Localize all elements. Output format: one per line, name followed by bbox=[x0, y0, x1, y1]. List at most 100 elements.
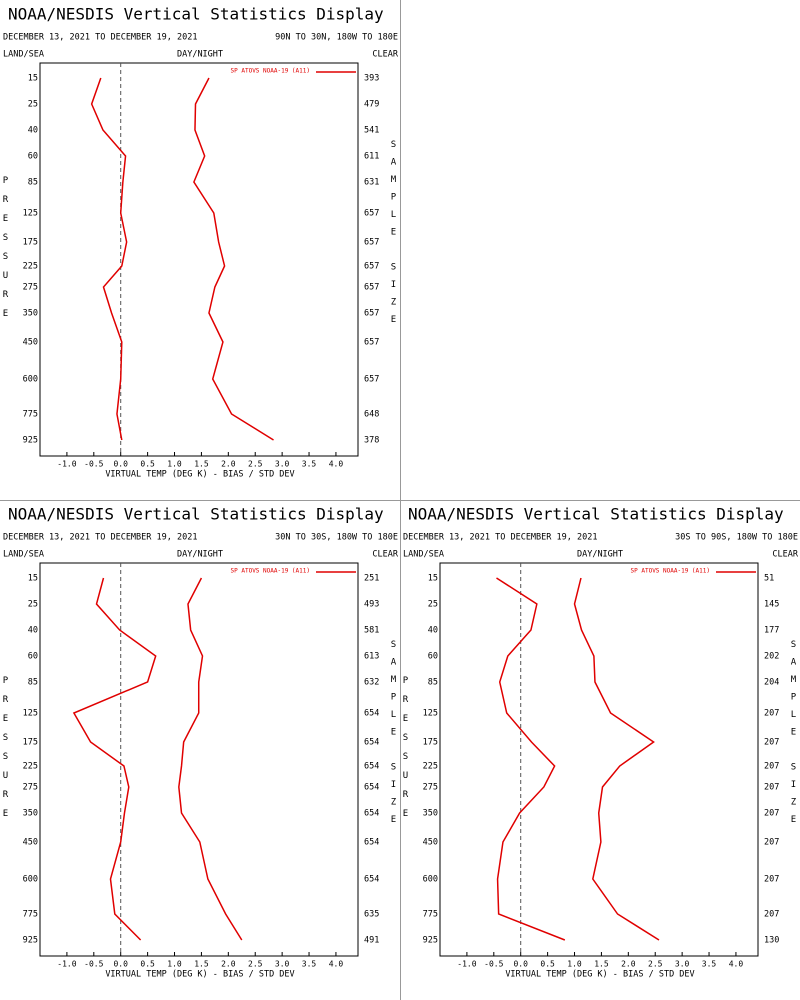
series-line bbox=[573, 577, 660, 941]
y-tick-label: 600 bbox=[23, 375, 38, 385]
sample-size: 202 bbox=[764, 652, 779, 662]
series-line bbox=[90, 77, 128, 441]
panel: NOAA/NESDIS Vertical Statistics Display D… bbox=[1, 505, 399, 980]
y-axis-label: PRESSURE bbox=[401, 676, 411, 828]
day-night-label: DAY/NIGHT bbox=[177, 550, 223, 560]
x-tick-label: 0.5 bbox=[540, 960, 555, 969]
y-tick-label: 925 bbox=[423, 936, 438, 946]
sample-size: 207 bbox=[764, 783, 779, 793]
region: 30N TO 30S, 180W TO 180E bbox=[275, 533, 398, 543]
x-tick-label: -1.0 bbox=[457, 960, 476, 969]
sample-size: 207 bbox=[764, 809, 779, 819]
land-sea-label: LAND/SEA bbox=[403, 550, 444, 560]
x-tick-label: 1.5 bbox=[594, 960, 609, 969]
x-tick-label: 2.0 bbox=[221, 460, 236, 469]
subtitle: DECEMBER 13, 2021 TO DECEMBER 19, 2021 bbox=[3, 533, 197, 543]
y-tick-label: 925 bbox=[23, 936, 38, 946]
x-tick-label: 4.0 bbox=[329, 460, 344, 469]
y-tick-label: 60 bbox=[428, 652, 438, 662]
y-tick-label: 15 bbox=[428, 574, 438, 584]
sample-size: 654 bbox=[364, 709, 379, 719]
x-tick-label: 0.0 bbox=[113, 960, 128, 969]
y-tick-label: 85 bbox=[28, 678, 38, 688]
sample-size: 204 bbox=[764, 678, 779, 688]
series-line bbox=[178, 577, 243, 941]
x-tick-label: -0.5 bbox=[484, 960, 503, 969]
y2-axis-label: SAMPLE SIZE bbox=[789, 640, 799, 833]
sample-size: 657 bbox=[364, 283, 379, 293]
y-tick-label: 125 bbox=[423, 709, 438, 719]
x-tick-label: 1.5 bbox=[194, 960, 209, 969]
sample-size: 145 bbox=[764, 600, 779, 610]
x-axis-label: VIRTUAL TEMP (DEG K) - BIAS / STD DEV bbox=[105, 470, 294, 480]
y-tick-label: 350 bbox=[23, 309, 38, 319]
subtitle: DECEMBER 13, 2021 TO DECEMBER 19, 2021 bbox=[3, 33, 197, 43]
sample-size: 654 bbox=[364, 738, 379, 748]
y2-axis-label: SAMPLE SIZE bbox=[389, 640, 399, 833]
series-line bbox=[193, 77, 274, 441]
panel: NOAA/NESDIS Vertical Statistics Display D… bbox=[1, 5, 399, 480]
x-axis-label: VIRTUAL TEMP (DEG K) - BIAS / STD DEV bbox=[505, 970, 694, 980]
y-tick-label: 225 bbox=[423, 762, 438, 772]
sample-size: 657 bbox=[364, 309, 379, 319]
x-tick-label: 3.5 bbox=[702, 960, 717, 969]
x-tick-label: 0.0 bbox=[513, 960, 528, 969]
sample-size: 207 bbox=[764, 875, 779, 885]
x-tick-label: 3.5 bbox=[302, 460, 317, 469]
y-tick-label: 85 bbox=[428, 678, 438, 688]
clear-label: CLEAR bbox=[372, 550, 398, 560]
x-tick-label: 2.5 bbox=[648, 960, 663, 969]
y-tick-label: 225 bbox=[23, 762, 38, 772]
y-tick-label: 775 bbox=[23, 910, 38, 920]
y-tick-label: 40 bbox=[428, 626, 438, 636]
y-tick-label: 275 bbox=[23, 783, 38, 793]
sample-size: 632 bbox=[364, 678, 379, 688]
y-tick-label: 125 bbox=[23, 209, 38, 219]
sample-size: 393 bbox=[364, 74, 379, 84]
legend-label: SP ATOVS NOAA-19 (A11) bbox=[631, 568, 710, 575]
x-tick-label: 1.0 bbox=[167, 960, 182, 969]
plot-frame bbox=[39, 62, 359, 457]
x-tick-label: 0.0 bbox=[113, 460, 128, 469]
x-tick-label: 1.0 bbox=[167, 460, 182, 469]
chart-title: NOAA/NESDIS Vertical Statistics Display bbox=[408, 505, 784, 524]
x-tick-label: 3.0 bbox=[675, 960, 690, 969]
sample-size: 479 bbox=[364, 100, 379, 110]
sample-size: 493 bbox=[364, 600, 379, 610]
sample-size: 648 bbox=[364, 410, 379, 420]
subtitle: DECEMBER 13, 2021 TO DECEMBER 19, 2021 bbox=[403, 533, 597, 543]
series-line bbox=[496, 577, 566, 941]
sample-size: 251 bbox=[364, 574, 379, 584]
sample-size: 51 bbox=[764, 574, 774, 584]
sample-size: 657 bbox=[364, 209, 379, 219]
sample-size: 177 bbox=[764, 626, 779, 636]
region: 90N TO 30N, 180W TO 180E bbox=[275, 33, 398, 43]
y-tick-label: 450 bbox=[423, 838, 438, 848]
y-tick-label: 350 bbox=[423, 809, 438, 819]
land-sea-label: LAND/SEA bbox=[3, 550, 44, 560]
legend-label: SP ATOVS NOAA-19 (A11) bbox=[231, 68, 310, 75]
sample-size: 207 bbox=[764, 762, 779, 772]
sample-size: 654 bbox=[364, 762, 379, 772]
y2-axis-label: SAMPLE SIZE bbox=[389, 140, 399, 333]
sample-size: 378 bbox=[364, 436, 379, 446]
sample-size: 491 bbox=[364, 936, 379, 946]
sample-size: 207 bbox=[764, 910, 779, 920]
y-tick-label: 40 bbox=[28, 626, 38, 636]
x-tick-label: 3.0 bbox=[275, 460, 290, 469]
y-tick-label: 175 bbox=[23, 738, 38, 748]
sample-size: 657 bbox=[364, 238, 379, 248]
y-tick-label: 775 bbox=[23, 410, 38, 420]
x-tick-label: 2.0 bbox=[621, 960, 636, 969]
sample-size: 657 bbox=[364, 262, 379, 272]
y-tick-label: 925 bbox=[23, 436, 38, 446]
x-tick-label: 2.5 bbox=[248, 960, 263, 969]
x-tick-label: 0.5 bbox=[140, 460, 155, 469]
y-tick-label: 60 bbox=[28, 652, 38, 662]
y-tick-label: 60 bbox=[28, 152, 38, 162]
land-sea-label: LAND/SEA bbox=[3, 50, 44, 60]
sample-size: 207 bbox=[764, 838, 779, 848]
x-tick-label: -0.5 bbox=[84, 460, 103, 469]
x-tick-label: 0.5 bbox=[140, 960, 155, 969]
y-tick-label: 40 bbox=[28, 126, 38, 136]
